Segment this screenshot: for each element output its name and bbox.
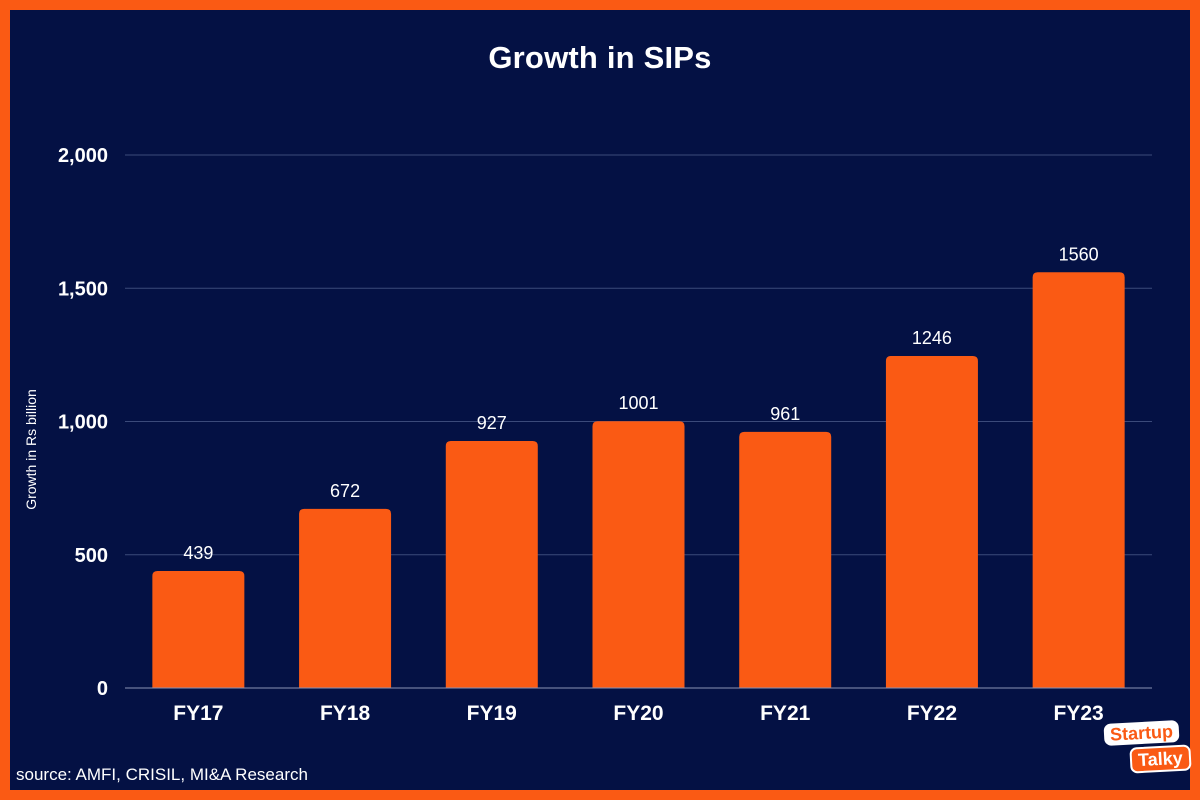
x-tick-label: FY19 xyxy=(467,702,517,725)
logo-text-startup: Startup xyxy=(1103,720,1180,746)
y-tick-label: 0 xyxy=(97,678,108,700)
y-tick-label: 1,000 xyxy=(58,412,108,434)
y-axis-label: Growth in Rs billion xyxy=(23,389,39,510)
bar-fy23 xyxy=(1032,272,1125,688)
data-label: 927 xyxy=(477,413,507,433)
startup-talky-logo: Startup Talky xyxy=(1103,720,1192,782)
data-label: 672 xyxy=(330,481,360,501)
y-tick-label: 2,000 xyxy=(58,145,108,167)
x-tick-label: FY22 xyxy=(907,702,957,725)
data-labels: 439 672 927 1001 961 1246 1560 xyxy=(183,244,1098,563)
x-tick-label: FY17 xyxy=(173,702,223,725)
bar-chart: 439 672 927 1001 961 1246 1560 0 500 1,000 1,500 2… xyxy=(23,145,1152,725)
bar-fy19 xyxy=(445,440,538,688)
data-label: 961 xyxy=(770,404,800,424)
y-tick-label: 1,500 xyxy=(58,278,108,300)
bar-fy22 xyxy=(885,355,978,688)
logo-text-talky: Talky xyxy=(1129,744,1192,774)
data-label: 1246 xyxy=(912,328,952,348)
bar-fy20 xyxy=(592,421,685,688)
bars xyxy=(152,272,1125,688)
y-tick-label: 500 xyxy=(75,545,108,567)
data-label: 439 xyxy=(183,543,213,563)
chart-frame: Growth in SIPs 439 672 927 1001 961 1246 1560 … xyxy=(10,10,1192,790)
axes: 0 500 1,000 1,500 2,000 FY17 FY18 FY19 FY20 FY21 F… xyxy=(23,145,1152,725)
bar-fy17 xyxy=(152,571,245,688)
x-tick-label: FY21 xyxy=(760,702,811,725)
x-tick-label: FY18 xyxy=(320,702,371,725)
x-tick-label: FY23 xyxy=(1054,702,1104,725)
data-label: 1001 xyxy=(618,393,658,413)
chart-title: Growth in SIPs xyxy=(488,40,712,75)
x-tick-label: FY20 xyxy=(613,702,663,725)
data-label: 1560 xyxy=(1059,244,1099,264)
bar-fy21 xyxy=(739,431,832,688)
source-note: source: AMFI, CRISIL, MI&A Research xyxy=(16,765,308,784)
bar-fy18 xyxy=(299,508,392,688)
